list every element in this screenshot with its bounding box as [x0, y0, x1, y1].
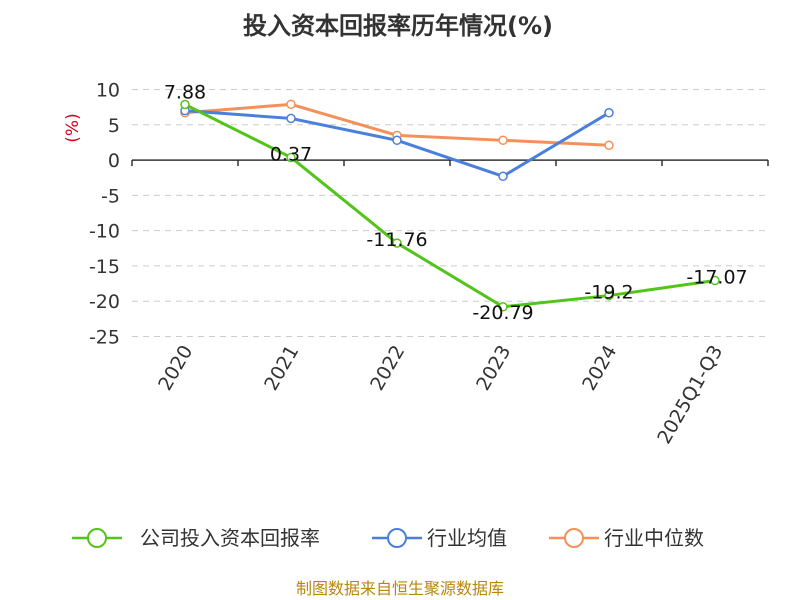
y-tick-label: -10	[89, 221, 120, 243]
y-tick-label: 10	[96, 80, 120, 102]
x-tick-label: 2021	[260, 342, 303, 395]
data-point	[498, 171, 508, 182]
data-point	[286, 113, 296, 124]
y-tick-label: -20	[89, 291, 120, 313]
legend-marker	[387, 528, 407, 548]
data-point	[710, 275, 720, 286]
y-tick-label: 0	[108, 150, 120, 172]
legend-marker	[564, 528, 584, 548]
data-point	[392, 238, 402, 248]
grid-lines	[132, 89, 768, 337]
x-tick-label: 2020	[154, 342, 197, 395]
y-tick-label: -25	[89, 327, 120, 349]
data-point	[498, 135, 508, 146]
x-tick-label: 2022	[366, 342, 409, 395]
legend-marker	[87, 528, 107, 548]
y-axis-unit: (%)	[63, 113, 83, 142]
data-label: 0.37	[270, 143, 312, 165]
x-tick-label: 2024	[578, 342, 621, 395]
legend-label: 行业中位数	[604, 526, 704, 550]
x-tick-label: 2023	[472, 342, 515, 395]
data-point	[604, 290, 614, 301]
data-label: -11.76	[366, 229, 427, 251]
y-tick-label: -5	[101, 185, 120, 207]
y-tick-label: -15	[89, 256, 120, 278]
data-label: 7.88	[164, 81, 206, 103]
data-point	[392, 135, 402, 146]
source-note: 制图数据来自恒生聚源数据库	[296, 579, 504, 598]
x-tick-label: 2025Q1-Q3	[653, 342, 727, 448]
data-point	[604, 108, 614, 118]
data-point	[286, 152, 296, 163]
series-lines	[180, 99, 720, 312]
series-line	[184, 103, 716, 309]
legend-label: 公司投入资本回报率	[140, 526, 320, 550]
data-label: -17.07	[686, 267, 747, 289]
chart-title: 投入资本回报率历年情况(%)	[243, 12, 553, 40]
data-point	[286, 99, 296, 110]
data-point	[498, 302, 508, 312]
data-point	[604, 140, 614, 151]
legend-label: 行业均值	[427, 526, 507, 550]
data-labels: 7.88 0.37 -11.76 -20.79 -19.2 -17.07	[164, 81, 748, 323]
data-label: -19.2	[584, 282, 633, 304]
data-point	[180, 99, 190, 110]
y-tick-label: 5	[108, 115, 120, 137]
data-label: -20.79	[472, 302, 533, 324]
legend: 公司投入资本回报率 行业均值 行业中位数	[72, 526, 704, 550]
